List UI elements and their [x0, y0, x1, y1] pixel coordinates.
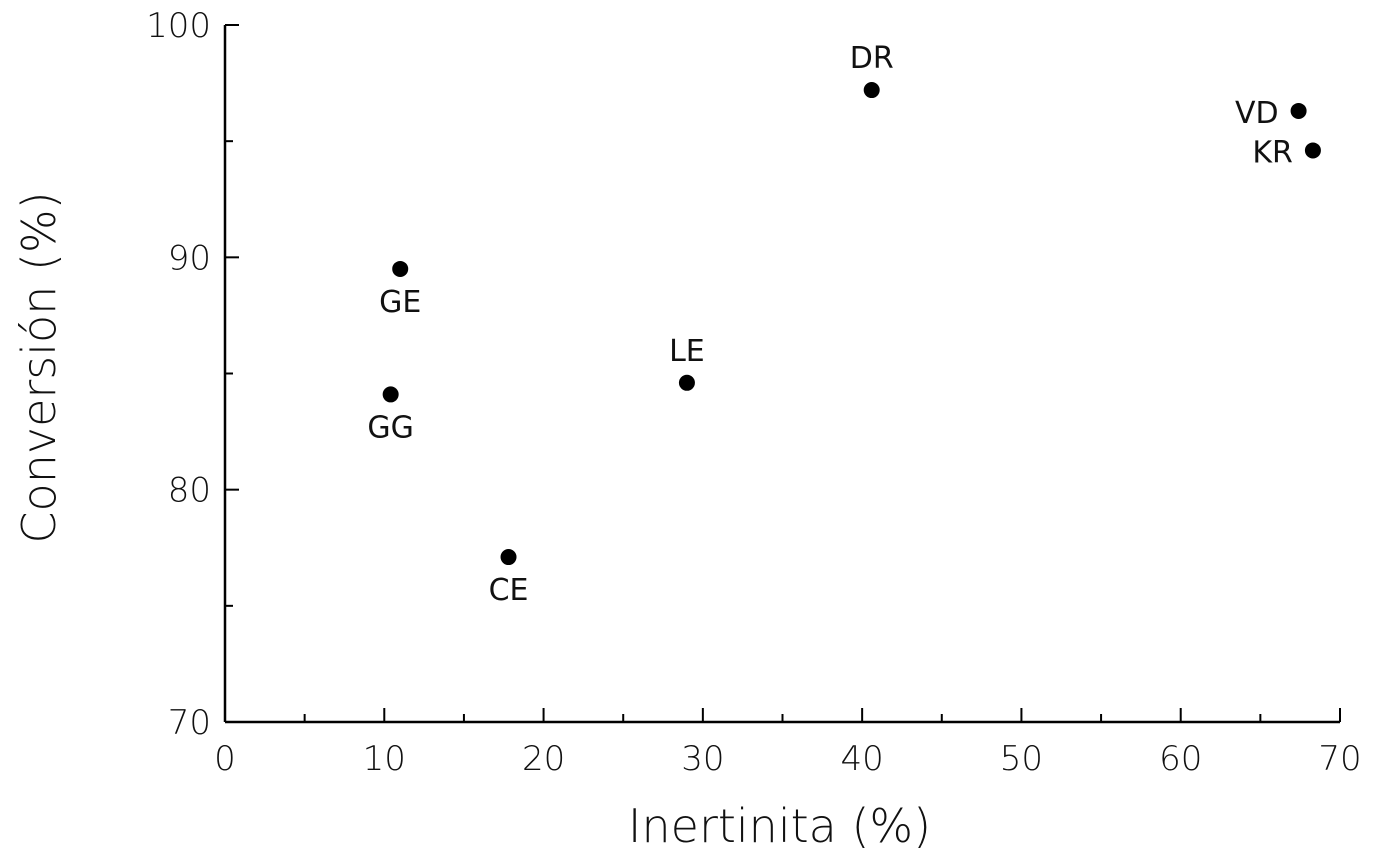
data-label-dr: DR [850, 41, 894, 76]
data-point-dr [863, 82, 880, 99]
data-point-ge [392, 260, 409, 277]
data-point-gg [382, 386, 399, 403]
x-tick-label: 10 [363, 739, 406, 779]
x-tick-label: 0 [214, 739, 236, 779]
x-tick-label: 30 [681, 739, 724, 779]
data-label-ce: CE [489, 573, 529, 608]
y-tick-label: 90 [168, 238, 211, 278]
data-point-ce [500, 549, 517, 566]
x-tick-label: 40 [841, 739, 884, 779]
x-axis-title: Inertinita (%) [628, 799, 931, 852]
x-ticks: 0 10 20 30 40 50 60 70 [214, 708, 1362, 779]
y-axis-title: Conversión (%) [12, 191, 66, 543]
y-tick-label: 80 [168, 471, 211, 511]
data-label-vd: VD [1235, 96, 1279, 131]
data-label-kr: KR [1252, 135, 1293, 170]
data-point-kr [1304, 142, 1321, 159]
x-tick-label: 20 [522, 739, 565, 779]
y-tick-label: 100 [146, 6, 211, 46]
data-label-le: LE [669, 334, 705, 369]
data-label-gg: GG [367, 410, 414, 445]
x-tick-label: 60 [1159, 739, 1202, 779]
data-points: DR VD KR GE LE GG CE [367, 41, 1321, 608]
y-tick-label: 70 [168, 703, 211, 743]
x-tick-label: 50 [1000, 739, 1043, 779]
axes [223, 25, 1340, 724]
data-label-ge: GE [379, 285, 421, 320]
x-tick-label: 70 [1318, 739, 1361, 779]
data-point-le [678, 374, 695, 391]
data-point-vd [1290, 102, 1307, 119]
y-ticks: 70 80 90 100 [146, 6, 239, 743]
